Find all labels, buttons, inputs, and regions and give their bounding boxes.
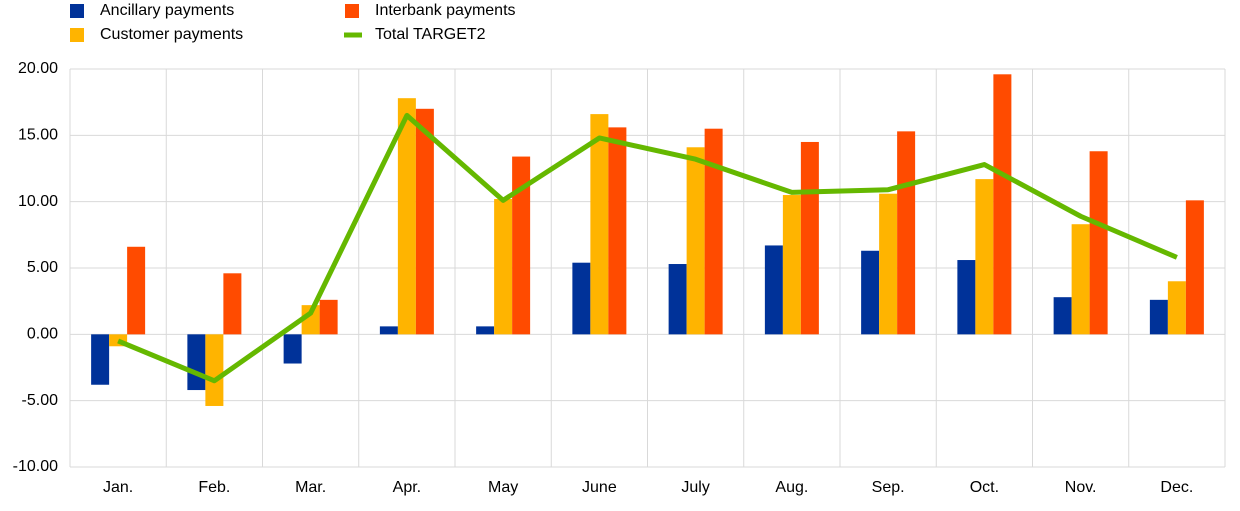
x-tick-label: Dec.: [1160, 479, 1193, 496]
bar: [1167, 281, 1186, 335]
bar: [379, 326, 398, 335]
y-tick-label: 10.00: [18, 193, 58, 210]
bar: [283, 334, 302, 364]
legend-swatch: [70, 28, 84, 42]
bar: [1089, 151, 1108, 335]
bar: [319, 299, 338, 335]
legend-label: Customer payments: [100, 26, 243, 43]
bar: [91, 334, 110, 385]
legend-label: Interbank payments: [375, 2, 516, 19]
x-tick-label: Nov.: [1065, 479, 1097, 496]
bar: [993, 74, 1012, 335]
x-tick-label: Oct.: [970, 479, 999, 496]
x-tick-label: Aug.: [775, 479, 808, 496]
bar: [897, 131, 916, 335]
bar: [957, 260, 976, 335]
bar: [205, 334, 224, 406]
bar: [686, 147, 705, 335]
bar: [1053, 297, 1072, 335]
bar: [879, 193, 898, 335]
y-tick-label: 20.00: [18, 60, 58, 77]
bar: [223, 273, 242, 335]
bar: [764, 245, 783, 335]
bar: [127, 246, 146, 335]
bar: [109, 334, 128, 347]
x-tick-label: May: [488, 479, 518, 496]
legend-swatch: [70, 4, 84, 18]
bar: [494, 199, 513, 335]
bar: [397, 98, 416, 335]
bar: [861, 250, 880, 335]
bar: [782, 195, 801, 335]
x-tick-label: June: [582, 479, 617, 496]
x-tick-label: Feb.: [198, 479, 230, 496]
bar: [187, 334, 206, 391]
bar: [975, 179, 994, 335]
bar: [800, 141, 819, 335]
bar: [668, 264, 687, 335]
y-tick-label: -5.00: [22, 392, 59, 409]
x-tick-label: Sep.: [872, 479, 905, 496]
bar: [415, 108, 434, 335]
bar: [1149, 299, 1168, 335]
x-tick-label: Jan.: [103, 479, 133, 496]
bar: [572, 262, 591, 335]
bar: [608, 127, 627, 335]
bar: [1185, 200, 1204, 335]
bar: [704, 128, 723, 335]
bar: [512, 156, 531, 335]
legend-label: Ancillary payments: [100, 2, 234, 19]
y-tick-label: -10.00: [13, 458, 58, 475]
legend-label: Total TARGET2: [375, 26, 486, 43]
y-tick-label: 0.00: [27, 326, 58, 343]
legend-swatch: [345, 4, 359, 18]
x-tick-label: Mar.: [295, 479, 326, 496]
y-tick-label: 5.00: [27, 259, 58, 276]
bar: [1071, 224, 1090, 335]
x-tick-label: July: [681, 479, 709, 496]
y-tick-label: 15.00: [18, 127, 58, 144]
bar: [301, 305, 320, 335]
line: [117, 112, 1178, 384]
bar: [590, 114, 609, 335]
bar: [476, 326, 495, 335]
x-tick-label: Apr.: [393, 479, 421, 496]
